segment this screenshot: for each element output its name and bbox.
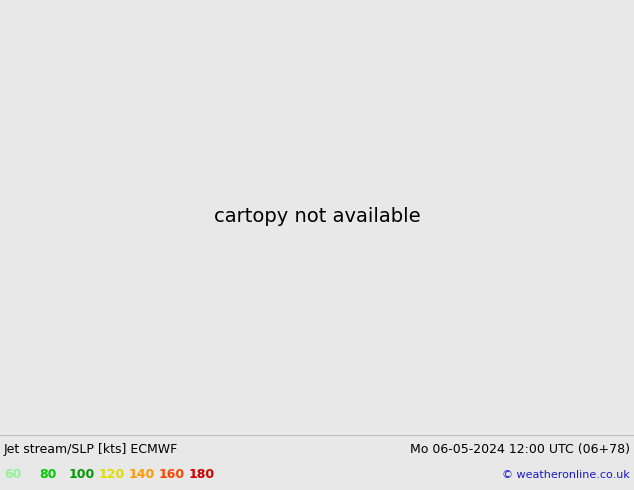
Text: Jet stream/SLP [kts] ECMWF: Jet stream/SLP [kts] ECMWF bbox=[4, 443, 178, 456]
Text: 180: 180 bbox=[189, 468, 215, 481]
Text: 120: 120 bbox=[99, 468, 126, 481]
Text: 140: 140 bbox=[129, 468, 155, 481]
Text: 60: 60 bbox=[4, 468, 22, 481]
Text: © weatheronline.co.uk: © weatheronline.co.uk bbox=[502, 470, 630, 480]
Text: Mo 06-05-2024 12:00 UTC (06+78): Mo 06-05-2024 12:00 UTC (06+78) bbox=[410, 443, 630, 456]
Text: 80: 80 bbox=[39, 468, 56, 481]
Text: 100: 100 bbox=[69, 468, 95, 481]
Text: 160: 160 bbox=[159, 468, 185, 481]
Text: cartopy not available: cartopy not available bbox=[214, 207, 420, 226]
